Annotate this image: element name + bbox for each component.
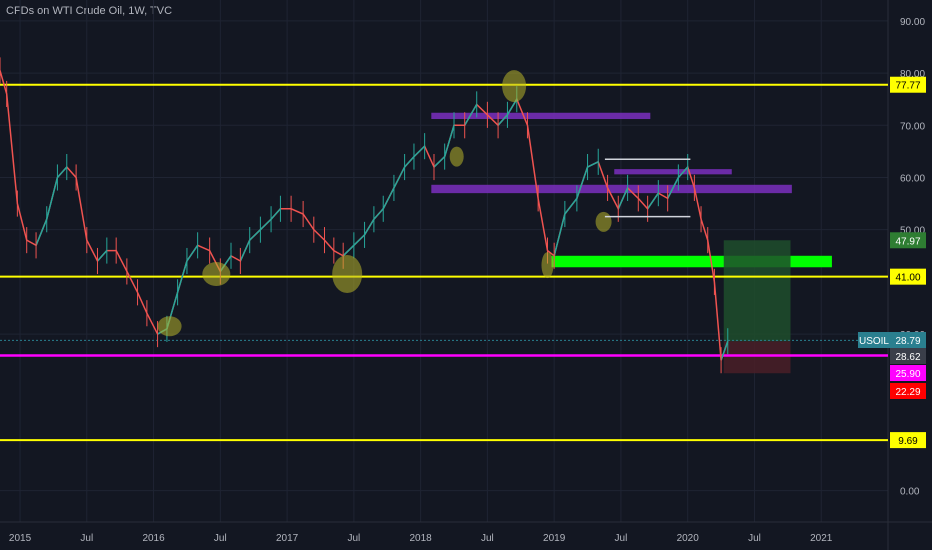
price-label: 47.97 bbox=[895, 236, 920, 247]
purple-zone-main bbox=[431, 184, 792, 194]
highlight-circle bbox=[541, 252, 554, 279]
price-label: 25.90 bbox=[895, 369, 920, 380]
price-segment-up bbox=[720, 341, 729, 361]
price-segment-up bbox=[433, 156, 446, 168]
price-segment-up bbox=[56, 166, 68, 178]
price-segment-up bbox=[677, 166, 689, 178]
price-segment-up bbox=[239, 239, 251, 262]
x-tick-label: Jul bbox=[347, 533, 360, 544]
price-segment-up bbox=[382, 187, 395, 210]
price-segment-up bbox=[443, 125, 455, 157]
price-label: 28.62 bbox=[895, 352, 920, 363]
y-tick-label: 80.00 bbox=[900, 69, 925, 80]
price-label-bg bbox=[890, 232, 926, 249]
price-segment-up bbox=[96, 250, 108, 262]
price-segment-up bbox=[363, 218, 375, 236]
y-tick-label: 50.00 bbox=[900, 226, 925, 237]
price-segment-up bbox=[373, 208, 384, 220]
highlight-circle bbox=[332, 255, 363, 294]
x-tick-label: 2021 bbox=[810, 533, 833, 544]
price-label-bg bbox=[890, 76, 926, 93]
price-segment-up bbox=[464, 104, 478, 126]
y-tick-label: 0.00 bbox=[900, 487, 920, 498]
price-label-bg bbox=[890, 332, 926, 348]
x-tick-label: 2017 bbox=[276, 533, 299, 544]
y-tick-label: 60.00 bbox=[900, 173, 925, 184]
price-segment-up bbox=[46, 177, 59, 220]
x-tick-label: Jul bbox=[748, 533, 761, 544]
stop-box bbox=[723, 341, 791, 374]
price-segment-up bbox=[393, 166, 406, 189]
highlight-circle bbox=[449, 146, 464, 167]
highlight-circle bbox=[202, 262, 231, 287]
x-tick-label: 2019 bbox=[543, 533, 566, 544]
x-tick-label: Jul bbox=[615, 533, 628, 544]
green-zone bbox=[551, 255, 832, 268]
price-segment-up bbox=[576, 166, 589, 199]
price-label-bg bbox=[890, 365, 926, 381]
target-box bbox=[723, 240, 791, 342]
price-segment-up bbox=[564, 197, 578, 215]
symbol-badge-bg bbox=[858, 332, 890, 348]
highlight-circle bbox=[157, 316, 182, 337]
price-label: 41.00 bbox=[895, 273, 920, 284]
price-label: 22.29 bbox=[895, 387, 920, 398]
price-segment-up bbox=[553, 213, 566, 256]
purple-zone-top bbox=[431, 112, 651, 120]
price-segment-up bbox=[270, 208, 281, 220]
price-label: 9.69 bbox=[898, 436, 918, 447]
price-segment-up bbox=[176, 260, 188, 293]
symbol-badge: USOIL bbox=[859, 336, 889, 347]
y-tick-label: 90.00 bbox=[900, 17, 925, 28]
price-segment-up bbox=[667, 177, 680, 199]
highlight-circle bbox=[595, 211, 612, 232]
price-segment-up bbox=[249, 229, 261, 241]
price-segment-up bbox=[617, 187, 629, 210]
price-segment-up bbox=[186, 244, 199, 262]
chart-title: CFDs on WTI Crude Oil, 1W, TVC bbox=[6, 5, 173, 17]
x-tick-label: 2015 bbox=[9, 533, 32, 544]
price-label-bg bbox=[890, 432, 926, 449]
price-segment-up bbox=[497, 114, 508, 126]
x-tick-label: 2016 bbox=[142, 533, 165, 544]
x-tick-label: Jul bbox=[80, 533, 93, 544]
price-segment-up bbox=[404, 156, 415, 168]
y-tick-label: 70.00 bbox=[900, 121, 925, 132]
price-segment-up bbox=[647, 192, 659, 210]
price-segment-up bbox=[35, 218, 48, 246]
price-label: 28.79 bbox=[895, 336, 920, 347]
price-label-bg bbox=[890, 348, 926, 364]
price-segment-up bbox=[587, 161, 599, 168]
price-label: 77.77 bbox=[895, 81, 920, 92]
highlight-circle bbox=[502, 70, 527, 103]
price-segment-up bbox=[259, 218, 272, 231]
price-label-bg bbox=[890, 268, 926, 285]
price-segment-up bbox=[353, 234, 366, 246]
x-tick-label: Jul bbox=[481, 533, 494, 544]
purple-zone-mid bbox=[614, 169, 732, 175]
x-tick-label: 2018 bbox=[410, 533, 433, 544]
x-tick-label: 2020 bbox=[677, 533, 700, 544]
price-label-bg bbox=[890, 383, 926, 399]
price-segment-up bbox=[342, 244, 355, 257]
price-segment-up bbox=[413, 145, 426, 158]
x-tick-label: Jul bbox=[214, 533, 227, 544]
